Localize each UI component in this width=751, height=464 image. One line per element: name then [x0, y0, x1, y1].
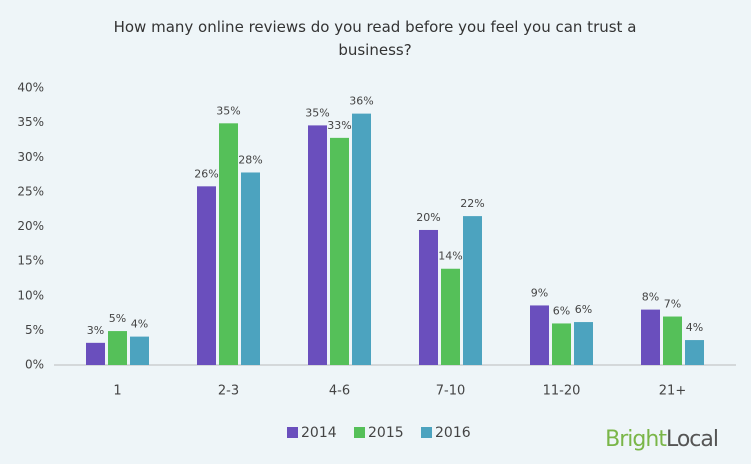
value-label: 6% [553, 304, 570, 317]
bar [308, 125, 327, 366]
value-label: 35% [216, 104, 240, 117]
value-label: 33% [327, 119, 351, 132]
x-tick-label: 1 [113, 384, 121, 399]
y-tick-label: 20% [17, 219, 44, 233]
legend-swatch [287, 427, 298, 438]
bar [641, 309, 660, 365]
bar [419, 229, 438, 365]
legend-label: 2016 [435, 425, 471, 441]
y-tick-label: 40% [17, 81, 44, 95]
value-label: 4% [131, 318, 148, 331]
value-label: 22% [460, 197, 484, 210]
y-tick-label: 10% [17, 288, 44, 302]
x-tick-label: 7-10 [436, 384, 466, 399]
bar [685, 340, 704, 365]
logo-part: Local [666, 427, 718, 452]
value-label: 4% [686, 321, 703, 334]
value-label: 9% [531, 286, 548, 299]
value-label: 7% [664, 298, 681, 311]
x-tick-label: 4-6 [329, 384, 350, 399]
logo: BrightLocal [605, 427, 718, 452]
value-label: 35% [305, 106, 329, 119]
value-label: 8% [642, 291, 659, 304]
y-tick-label: 0% [25, 358, 44, 372]
x-tick-label: 2-3 [218, 384, 239, 399]
bar [463, 216, 482, 365]
value-label: 26% [194, 167, 218, 180]
value-label: 36% [349, 95, 373, 108]
bar [108, 331, 127, 365]
value-label: 5% [109, 312, 126, 325]
value-label: 6% [575, 303, 592, 316]
bar [352, 113, 371, 365]
bar [219, 123, 238, 365]
legend-label: 2014 [301, 425, 337, 441]
bar [86, 342, 105, 365]
chart-title: How many online reviews do you read befo… [113, 18, 637, 59]
y-tick-label: 30% [17, 150, 44, 164]
bar [663, 316, 682, 365]
bar [241, 172, 260, 365]
legend-swatch [421, 427, 432, 438]
y-tick-label: 15% [17, 254, 44, 268]
y-tick-label: 5% [25, 323, 44, 337]
y-tick-label: 25% [17, 184, 44, 198]
value-label: 14% [438, 250, 462, 263]
bar [330, 137, 349, 365]
value-label: 28% [238, 153, 262, 166]
legend-swatch [354, 427, 365, 438]
x-tick-label: 11-20 [543, 384, 581, 399]
x-tick-label: 21+ [659, 384, 686, 399]
bar [530, 305, 549, 365]
bar [552, 323, 571, 365]
bar [197, 186, 216, 365]
value-label: 20% [416, 211, 440, 224]
bar [574, 322, 593, 365]
legend-label: 2015 [368, 425, 404, 441]
bar [130, 336, 149, 365]
bar [441, 268, 460, 365]
value-label: 3% [87, 324, 104, 337]
logo-part: Bright [605, 427, 667, 452]
y-tick-label: 35% [17, 115, 44, 129]
